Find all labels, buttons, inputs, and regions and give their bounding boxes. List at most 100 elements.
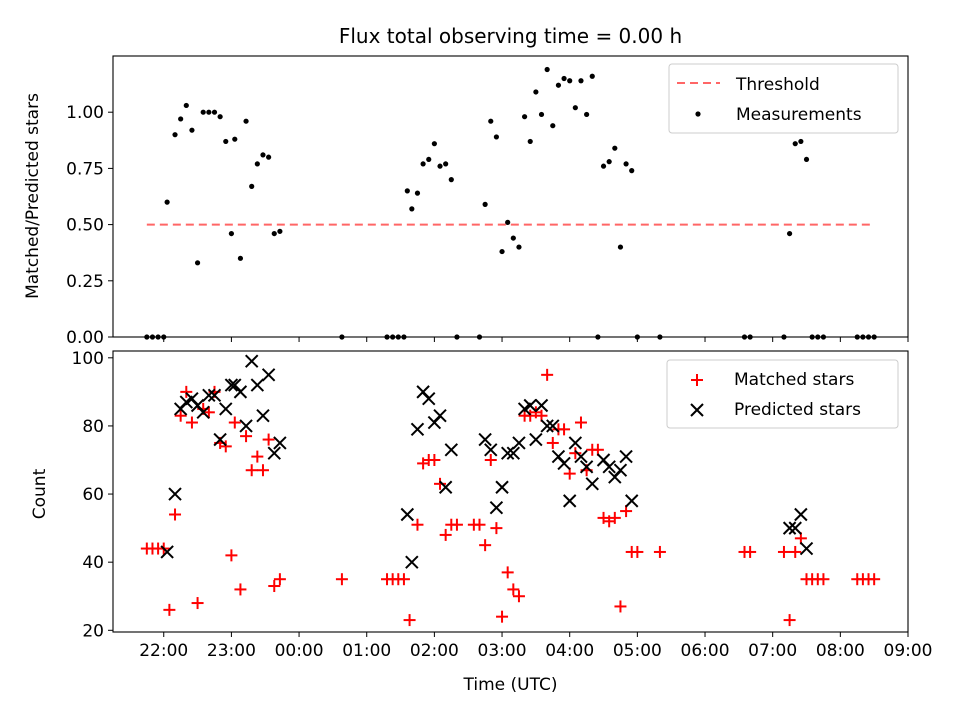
- predicted-star-point: [540, 419, 554, 433]
- matched-star-point: [174, 409, 187, 422]
- measurement-point: [211, 109, 218, 115]
- bottom-y-tick-label: 40: [82, 553, 104, 573]
- matched-star-point: [185, 416, 198, 429]
- predicted-star-point: [512, 436, 526, 450]
- measurement-point: [443, 161, 449, 167]
- measurement-point: [561, 75, 567, 82]
- bottom-x-tick-label: 23:00: [207, 641, 256, 661]
- bottom-x-tick-label: 05:00: [613, 641, 662, 661]
- matched-star-point: [163, 603, 176, 616]
- measurement-point: [572, 105, 578, 111]
- matched-star-point: [569, 447, 582, 460]
- matched-star-point: [262, 433, 275, 446]
- bottom-x-tick-label: 06:00: [681, 641, 730, 661]
- predicted-star-point: [489, 500, 504, 515]
- matched-star-point: [403, 614, 416, 627]
- matched-star-point: [180, 385, 193, 398]
- measurement-point: [414, 190, 421, 196]
- measurement-point: [178, 116, 184, 122]
- predicted-star-point: [213, 432, 227, 447]
- predicted-star-point: [529, 432, 543, 447]
- matched-star-point: [450, 518, 463, 531]
- predicted-star-point: [444, 443, 459, 457]
- predicted-star-point: [224, 378, 239, 392]
- measurement-point: [249, 183, 255, 189]
- predicted-star-point: [261, 368, 276, 382]
- top-legend-box: [668, 63, 899, 134]
- measurement-point: [578, 78, 584, 84]
- measurement-point: [538, 111, 545, 118]
- predicted-star-point: [534, 398, 549, 413]
- measurement-point: [612, 145, 618, 151]
- predicted-star-point: [794, 507, 808, 522]
- predicted-star-point: [782, 521, 797, 535]
- matched-star-point: [240, 430, 253, 443]
- predicted-star-point: [239, 419, 253, 433]
- measurement-point: [183, 102, 189, 109]
- measurement-point: [409, 206, 415, 212]
- legend-measurement-dot-icon: [695, 111, 701, 117]
- predicted-star-point: [478, 432, 492, 447]
- measurement-point: [510, 235, 516, 241]
- bottom-x-tick-label: 07:00: [748, 641, 797, 661]
- bottom-y-tick-label: 60: [82, 485, 104, 505]
- measurement-point: [189, 127, 195, 133]
- top-y-tick-label: 0.00: [66, 328, 104, 348]
- predicted-star-point: [625, 494, 639, 508]
- measurement-point: [206, 109, 212, 115]
- matched-star-point: [169, 508, 182, 521]
- measurement-point: [792, 141, 798, 147]
- predicted-star-point: [788, 521, 802, 535]
- predicted-star-point: [523, 398, 537, 413]
- measurement-point: [600, 163, 607, 169]
- measurement-point: [617, 244, 624, 250]
- measurement-point: [803, 156, 810, 163]
- matched-star-point: [817, 573, 830, 586]
- bottom-x-tick-label: 01:00: [342, 641, 391, 661]
- measurement-point: [431, 141, 437, 147]
- top-y-tick-label: 1.00: [66, 103, 104, 123]
- bottom-x-tick-label: 09:00: [884, 641, 933, 661]
- measurement-point: [232, 136, 238, 142]
- predicted-star-point: [168, 487, 182, 501]
- bottom-y-tick-label: 100: [72, 349, 104, 369]
- matched-star-point: [789, 545, 802, 558]
- predicted-star-point: [422, 391, 436, 406]
- predicted-star-point: [613, 463, 628, 477]
- measurement-point: [521, 114, 528, 120]
- predicted-star-point: [202, 388, 216, 402]
- predicted-star-point: [557, 456, 571, 471]
- matched-star-point: [868, 573, 881, 586]
- predicted-star-point: [438, 480, 453, 494]
- legend-matched-label: Matched stars: [734, 370, 854, 390]
- measurement-point: [786, 230, 793, 237]
- measurement-point: [277, 228, 283, 234]
- predicted-star-point: [400, 507, 415, 522]
- measurement-point: [798, 138, 804, 145]
- bottom-x-tick-label: 00:00: [275, 641, 324, 661]
- predicted-star-point: [160, 545, 174, 559]
- measurement-point: [228, 230, 235, 237]
- matched-star-point: [546, 436, 559, 449]
- top-y-tick-label: 0.75: [66, 159, 104, 179]
- matched-star-point: [558, 423, 571, 436]
- measurement-point: [527, 138, 533, 145]
- top-legend: Threshold Measurements: [668, 63, 899, 134]
- matched-star-point: [777, 545, 790, 558]
- predicted-star-point: [219, 402, 233, 416]
- bottom-y-axis-label: Count: [30, 468, 50, 519]
- bottom-x-tick-label: 08:00: [816, 641, 865, 661]
- measurement-point: [237, 255, 244, 261]
- measurement-point: [243, 118, 249, 124]
- predicted-star-point: [495, 480, 509, 494]
- matched-star-point: [251, 450, 264, 463]
- measurement-point: [172, 132, 178, 138]
- measurement-point: [584, 111, 590, 118]
- matched-star-point: [219, 440, 232, 453]
- matched-star-point: [245, 464, 258, 477]
- predicted-star-point: [500, 446, 515, 460]
- top-axes: 0.00 0.25 0.50 0.75 1.00: [66, 55, 909, 348]
- top-axes-frame: [112, 55, 909, 338]
- predicted-star-point: [602, 460, 616, 474]
